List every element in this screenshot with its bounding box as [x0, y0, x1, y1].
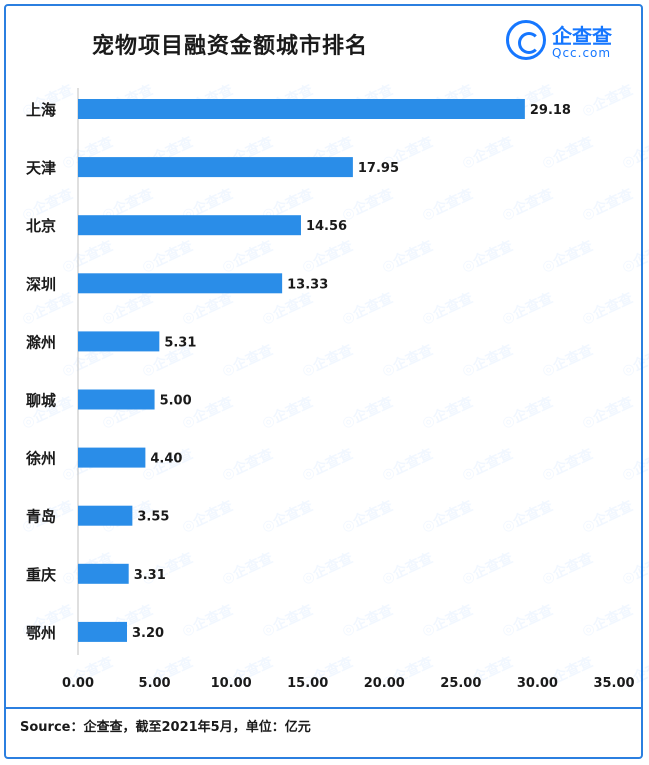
category-label: 鄂州 — [26, 624, 56, 642]
brand-logo: 企查查 Qcc.com — [506, 20, 626, 68]
bar — [78, 447, 146, 468]
bar — [78, 505, 133, 526]
value-label: 3.20 — [132, 626, 164, 641]
footer-divider — [6, 707, 643, 709]
source-note: Source：企查查，截至2021年5月，单位：亿元 — [20, 720, 311, 735]
qcc-logo-icon — [506, 20, 546, 60]
x-tick-label: 20.00 — [364, 676, 405, 691]
x-tick-label: 35.00 — [593, 676, 634, 691]
category-label: 徐州 — [25, 450, 56, 468]
bar — [78, 215, 301, 236]
x-tick-label: 10.00 — [211, 676, 252, 691]
x-tick-label: 25.00 — [440, 676, 481, 691]
bar — [78, 563, 129, 584]
bar-chart: 上海 29.18 天津 17.95 北京 14.56 深圳 13.33 滁州 5.31 聊城 5.00… — [25, 88, 635, 691]
category-label: 北京 — [26, 217, 56, 235]
brand-name-en: Qcc.com — [552, 46, 612, 60]
bar — [78, 99, 525, 119]
bar — [78, 273, 283, 294]
value-label: 5.31 — [164, 335, 196, 350]
bar — [78, 157, 353, 178]
chart-frame — [4, 4, 643, 759]
x-tick-label: 5.00 — [139, 676, 171, 691]
value-label: 29.18 — [530, 103, 571, 118]
value-label: 3.31 — [134, 568, 166, 583]
value-label: 3.55 — [137, 510, 169, 525]
bar — [78, 621, 128, 642]
category-label: 青岛 — [26, 508, 56, 526]
value-label: 17.95 — [358, 161, 399, 176]
category-label: 天津 — [26, 159, 56, 177]
value-label: 4.40 — [150, 452, 182, 467]
category-label: 滁州 — [26, 333, 56, 351]
category-label: 聊城 — [26, 392, 56, 410]
category-label: 深圳 — [26, 275, 56, 293]
value-label: 13.33 — [287, 277, 328, 292]
x-tick-label: 15.00 — [287, 676, 328, 691]
x-tick-label: 30.00 — [517, 676, 558, 691]
bar — [78, 389, 155, 410]
value-label: 5.00 — [160, 394, 192, 409]
chart-title: 宠物项目融资金额城市排名 — [92, 34, 369, 59]
category-label: 上海 — [26, 101, 56, 119]
brand-name-cn: 企查查 — [552, 24, 612, 48]
bar — [78, 331, 160, 352]
x-tick-label: 0.00 — [62, 676, 94, 691]
value-label: 14.56 — [306, 219, 347, 234]
category-label: 重庆 — [26, 566, 56, 584]
